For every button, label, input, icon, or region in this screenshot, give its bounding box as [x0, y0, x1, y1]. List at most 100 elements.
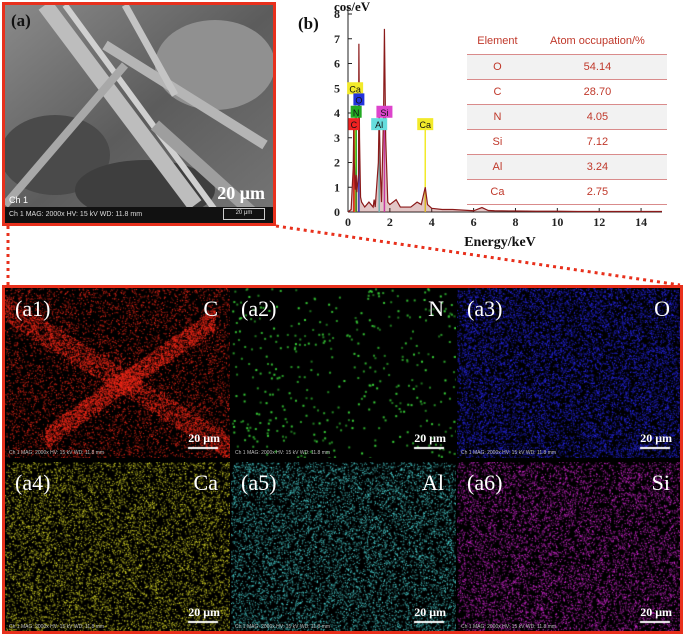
map-info: Ch 1 MAG: 2000x HV: 15 kV WD: 11.8 mm	[461, 450, 557, 456]
table-cell-element: Al	[467, 154, 528, 180]
sem-panel-label: (a)	[11, 11, 31, 30]
peak-label-ca: Ca	[349, 84, 361, 94]
atom-occupation-table: Element Atom occupation/% O 54.14 C 28.7…	[467, 28, 667, 205]
map-image-o	[457, 288, 680, 458]
map-tile-si: (a6) Si 20 μm Ch 1 MAG: 2000x HV: 15 kV …	[457, 462, 680, 631]
x-tick-label: 14	[635, 215, 647, 229]
table-cell-element: O	[467, 54, 528, 80]
x-tick-label: 8	[512, 215, 518, 229]
x-tick-label: 4	[429, 215, 435, 229]
map-info: Ch 1 MAG: 2000x HV: 15 kV WD: 11.8 mm	[235, 450, 331, 456]
elemental-mapping-grid: (a1) C 20 μm Ch 1 MAG: 2000x HV: 15 kV W…	[2, 285, 683, 634]
table-cell-value: 2.75	[527, 179, 667, 205]
sem-scale-label: 20 μm	[217, 183, 265, 203]
peak-label-box-ca	[417, 118, 434, 131]
x-tick-label: 6	[471, 215, 477, 229]
spectrum-line	[347, 28, 662, 213]
spectrum-series	[347, 28, 662, 213]
table-header-row: Element Atom occupation/%	[467, 28, 667, 55]
sem-scale-box: 20 μm	[223, 208, 265, 220]
map-scale-label: 20 μm	[640, 605, 672, 619]
table-row: C 28.70	[467, 79, 667, 105]
map-scale-label: 20 μm	[188, 605, 220, 619]
peak-label-box-ca	[347, 82, 364, 95]
map-tile-ca: (a4) Ca 20 μm Ch 1 MAG: 2000x HV: 15 kV …	[5, 462, 230, 631]
y-tick-label: 6	[334, 57, 340, 71]
y-tick-label: 2	[334, 156, 340, 170]
table-cell-element: Si	[467, 129, 528, 155]
table-header-element: Element	[467, 28, 528, 55]
map-label: (a5)	[241, 470, 277, 495]
y-tick-label: 3	[334, 131, 340, 145]
sem-channel-label: Ch 1	[9, 195, 29, 205]
table-cell-value: 3.24	[527, 154, 667, 180]
y-tick-label: 0	[334, 205, 340, 219]
map-label: (a6)	[467, 470, 503, 495]
table-cell-element: Ca	[467, 179, 528, 205]
table-cell-value: 54.14	[527, 54, 667, 80]
table-row: Ca 2.75	[467, 179, 667, 205]
map-image-ca	[5, 462, 230, 631]
x-tick-label: 10	[551, 215, 563, 229]
table-header-occupation: Atom occupation/%	[527, 28, 667, 55]
map-tile-c: (a1) C 20 μm Ch 1 MAG: 2000x HV: 15 kV W…	[5, 288, 230, 458]
x-axis-label: Energy/keV	[464, 235, 536, 250]
map-info: Ch 1 MAG: 2000x HV: 15 kV WD: 11.8 mm	[9, 450, 105, 456]
map-image-n	[231, 288, 456, 458]
map-element: O	[654, 296, 670, 321]
map-element: Al	[422, 470, 444, 495]
map-scale-label: 20 μm	[640, 431, 672, 445]
peak-label-o: O	[355, 95, 362, 105]
table-cell-value: 7.12	[527, 129, 667, 155]
peak-label-box-c	[348, 118, 360, 131]
map-label: (a2)	[241, 296, 277, 321]
peak-label-n: N	[353, 108, 360, 118]
map-scale-label: 20 μm	[188, 431, 220, 445]
map-label: (a3)	[467, 296, 503, 321]
map-tile-n: (a2) N 20 μm Ch 1 MAG: 2000x HV: 15 kV W…	[231, 288, 456, 458]
map-tile-al: (a5) Al 20 μm Ch 1 MAG: 2000x HV: 15 kV …	[231, 462, 456, 631]
table-row: Al 3.24	[467, 154, 667, 180]
peak-label-box-al	[371, 118, 388, 131]
map-label: (a1)	[15, 296, 51, 321]
x-tick-label: 12	[593, 215, 605, 229]
map-scale-label: 20 μm	[414, 605, 446, 619]
table-row: N 4.05	[467, 104, 667, 130]
peak-label-c: C	[351, 120, 358, 130]
x-tick-label: 2	[387, 215, 393, 229]
peak-label-box-si	[376, 105, 393, 118]
peak-label-box-o	[353, 93, 365, 106]
y-axis-label: cos/eV	[334, 0, 371, 14]
map-tile-o: (a3) O 20 μm Ch 1 MAG: 2000x HV: 15 kV W…	[457, 288, 680, 458]
map-info: Ch 1 MAG: 2000x HV: 15 kV WD: 11.8 mm	[461, 624, 557, 630]
map-info: Ch 1 MAG: 2000x HV: 15 kV WD: 11.8 mm	[9, 624, 105, 630]
map-label: (a4)	[15, 470, 51, 495]
y-tick-label: 5	[334, 81, 340, 95]
table-cell-value: 28.70	[527, 79, 667, 105]
map-image-al	[231, 462, 456, 631]
peak-label-box-n	[350, 105, 362, 118]
sem-info-bar: Ch 1 MAG: 2000x HV: 15 kV WD: 11.8 mm	[5, 207, 273, 223]
y-tick-label: 7	[334, 32, 340, 46]
map-scale-label: 20 μm	[414, 431, 446, 445]
y-tick-label: 1	[334, 180, 340, 194]
table-row: Si 7.12	[467, 129, 667, 155]
map-element: N	[428, 296, 444, 321]
y-tick-label: 4	[334, 106, 340, 120]
map-image-c	[5, 288, 230, 458]
map-image-si	[457, 462, 680, 631]
table-row: O 54.14	[467, 54, 667, 80]
map-info: Ch 1 MAG: 2000x HV: 15 kV WD: 11.8 mm	[235, 624, 331, 630]
peak-label-si: Si	[380, 108, 388, 118]
table-cell-element: C	[467, 79, 528, 105]
sem-micrograph	[5, 5, 273, 223]
map-element: Ca	[193, 470, 218, 495]
map-element: C	[203, 296, 218, 321]
peak-label-ca: Ca	[419, 120, 431, 130]
x-tick-label: 0	[345, 215, 351, 229]
spectrum-area	[348, 28, 662, 212]
